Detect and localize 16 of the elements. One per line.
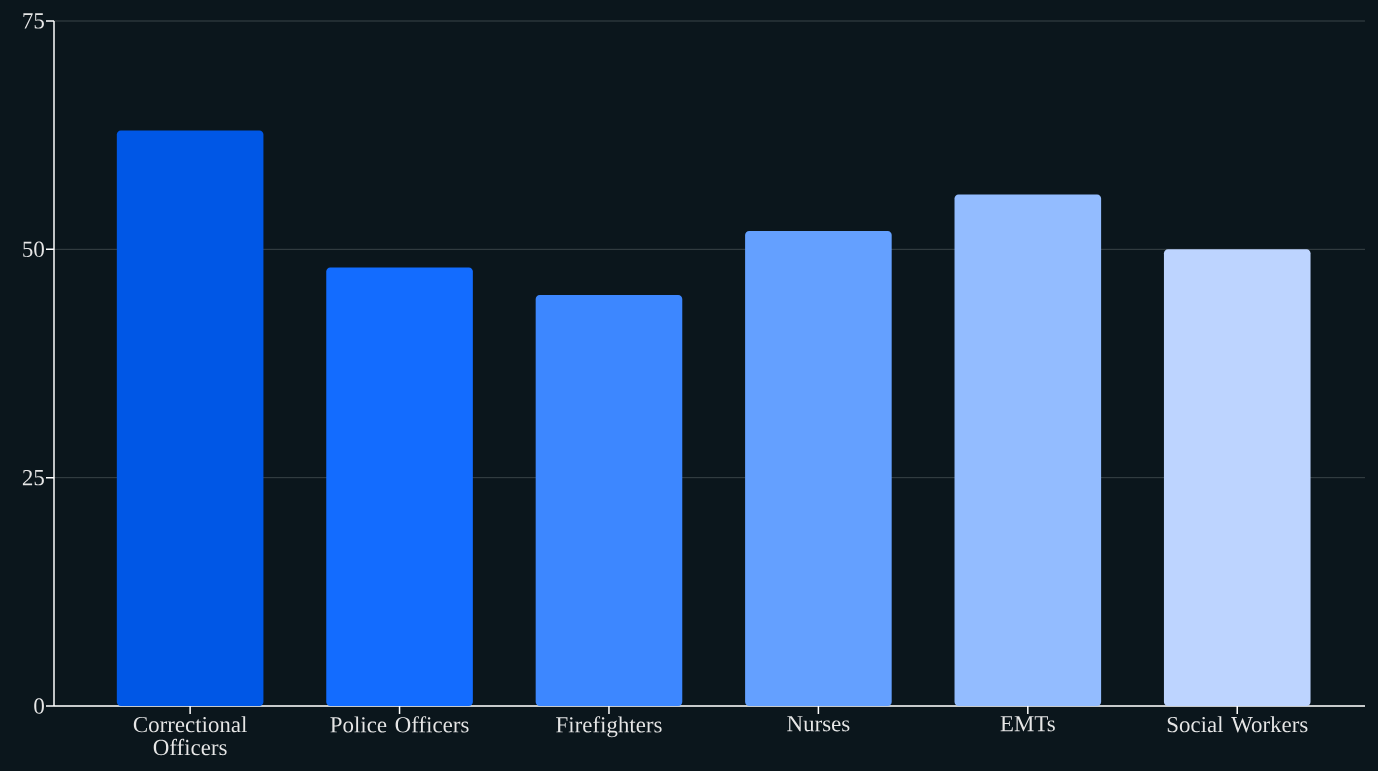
y-tick-label: 0: [34, 698, 44, 714]
bar: [535, 295, 683, 706]
x-tick-label: EMTs: [1000, 716, 1055, 732]
y-tick-label: 75: [23, 13, 44, 29]
bar: [1163, 249, 1311, 706]
bar: [745, 231, 892, 706]
x-tick-label: Firefighters: [556, 716, 662, 738]
bar: [954, 194, 1102, 706]
x-tick-label: Correctional Officers: [133, 716, 247, 756]
bar: [116, 130, 264, 706]
x-tick-label: Social Workers: [1167, 716, 1308, 733]
x-tick-label: Nurses: [787, 716, 850, 732]
y-tick-label: 50: [23, 241, 44, 258]
y-tick-label: 25: [22, 469, 44, 486]
bar: [326, 267, 473, 706]
x-tick-label: Police Officers: [330, 716, 469, 733]
